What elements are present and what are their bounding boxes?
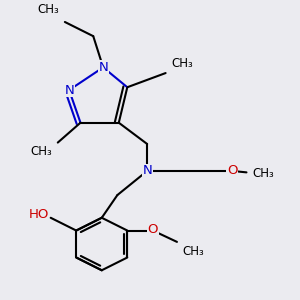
Text: N: N [64, 84, 74, 97]
Text: CH₃: CH₃ [38, 3, 59, 16]
Text: N: N [142, 164, 152, 178]
Text: O: O [148, 223, 158, 236]
Text: O: O [227, 164, 238, 178]
Text: N: N [98, 61, 108, 74]
Text: CH₃: CH₃ [30, 146, 52, 158]
Text: CH₃: CH₃ [183, 245, 204, 258]
Text: CH₃: CH₃ [252, 167, 274, 180]
Text: HO: HO [29, 208, 49, 221]
Text: CH₃: CH₃ [171, 57, 193, 70]
